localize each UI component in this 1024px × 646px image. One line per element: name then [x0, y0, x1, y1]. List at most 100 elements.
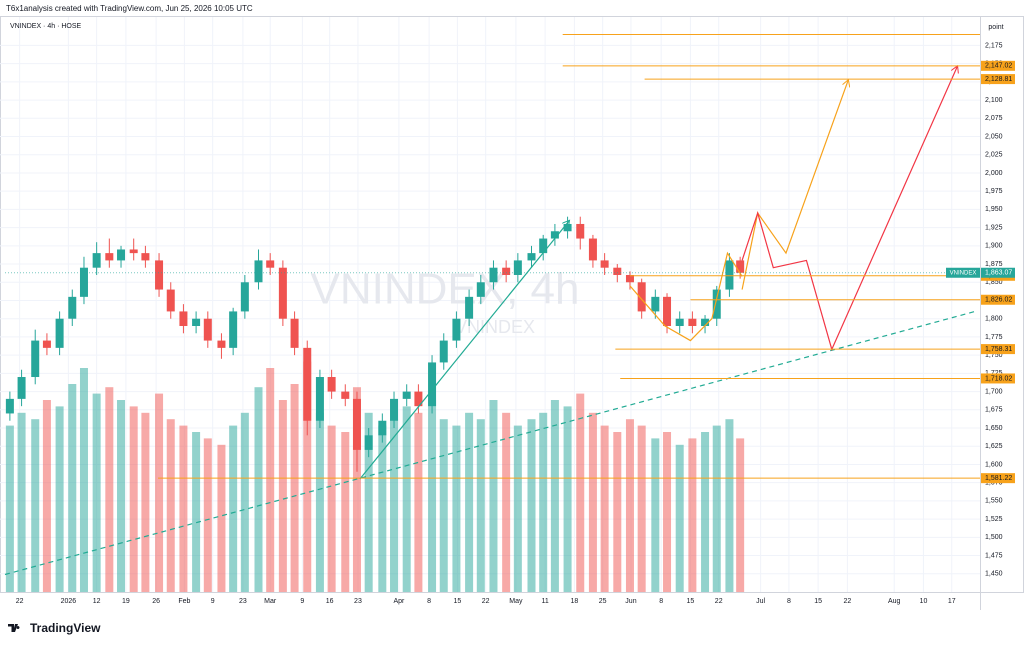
candle-body	[315, 377, 324, 421]
x-tick-label: 17	[948, 598, 956, 605]
volume-bar	[414, 412, 423, 592]
trend-drawing	[741, 80, 848, 290]
volume-bar	[55, 406, 64, 592]
x-tick-label: Aug	[888, 598, 901, 605]
y-tick-label: 1,450	[985, 571, 1003, 578]
last-price-label: 1,863.07	[985, 270, 1012, 277]
volume-bar	[352, 387, 361, 592]
level-label-bg	[981, 373, 1015, 384]
volume-bar	[513, 425, 522, 592]
logo-icon	[8, 624, 20, 632]
y-tick-label: 1,875	[985, 261, 1003, 268]
x-tick-label: Jul	[756, 598, 765, 605]
volume-bar	[117, 400, 126, 592]
y-tick-label: 1,800	[985, 316, 1003, 323]
volume-bar	[240, 412, 249, 592]
candle-body	[117, 249, 126, 261]
level-label-bg	[981, 74, 1015, 85]
trend-drawing	[359, 220, 570, 480]
y-tick-label: 1,475	[985, 552, 1003, 559]
candle-body	[141, 253, 150, 261]
y-tick-label: 1,675	[985, 407, 1003, 414]
x-tick-label: 19	[122, 598, 130, 605]
candle-body	[513, 260, 522, 275]
candle-body	[414, 391, 423, 407]
candle-body	[390, 398, 399, 421]
x-tick-label: Jun	[625, 598, 636, 605]
y-tick-label: 1,700	[985, 388, 1003, 395]
level-label: 1,581.22	[985, 475, 1012, 482]
volume-bar	[725, 419, 734, 592]
x-tick-label: Mar	[264, 598, 277, 605]
candle-body	[203, 318, 212, 341]
volume-bar	[203, 438, 212, 592]
volume-bar	[229, 425, 238, 592]
candle-body	[192, 318, 201, 326]
watermark-sub: VNINDEX	[455, 317, 535, 337]
volume-bar	[290, 384, 299, 592]
axis-unit: point	[988, 24, 1003, 31]
x-tick-label: 8	[427, 598, 431, 605]
x-tick-label: 23	[354, 598, 362, 605]
candle-body	[166, 289, 175, 312]
volume-bar	[736, 438, 745, 592]
candle-body	[725, 260, 734, 290]
x-tick-label: 9	[211, 598, 215, 605]
volume-bar	[378, 425, 387, 592]
candle-body	[600, 260, 609, 268]
volume-bar	[390, 419, 399, 592]
y-tick-label: 1,650	[985, 425, 1003, 432]
candle-body	[675, 318, 684, 326]
volume-bar	[254, 387, 263, 592]
volume-bar	[637, 425, 646, 592]
level-label-bg	[981, 473, 1015, 484]
y-tick-label: 2,075	[985, 115, 1003, 122]
header: T6x1analysis created with TradingView.co…	[6, 4, 253, 13]
volume-bar	[625, 419, 634, 592]
y-tick-label: 1,775	[985, 334, 1003, 341]
candle-body	[452, 318, 461, 341]
last-price-tag-bg	[946, 267, 980, 278]
candle-body	[637, 282, 646, 312]
candle-body	[155, 260, 164, 290]
candle-body	[68, 296, 77, 319]
y-tick-label: 1,750	[985, 352, 1003, 359]
last-price-name: VNINDEX	[950, 270, 977, 276]
logo-text: TradingView	[30, 621, 101, 635]
candle-body	[254, 260, 263, 283]
volume-bar	[550, 400, 559, 592]
candle-body	[290, 318, 299, 348]
volume-bar	[79, 368, 88, 592]
y-tick-label: 1,925	[985, 224, 1003, 231]
x-tick-label: 23	[239, 598, 247, 605]
volume-bar	[465, 412, 474, 592]
candle-body	[588, 238, 597, 261]
volume-bar	[364, 412, 373, 592]
y-tick-label: 1,900	[985, 243, 1003, 250]
candle-body	[42, 340, 51, 348]
y-tick-label: 2,000	[985, 170, 1003, 177]
x-tick-label: 12	[93, 598, 101, 605]
x-tick-label: 18	[571, 598, 579, 605]
x-tick-label: 10	[920, 598, 928, 605]
volume-bar	[712, 425, 721, 592]
candle-body	[701, 318, 710, 326]
y-tick-label: 2,100	[985, 97, 1003, 104]
x-tick-label: 22	[482, 598, 490, 605]
y-tick-label: 1,525	[985, 516, 1003, 523]
volume-bar	[675, 444, 684, 592]
x-tick-label: 15	[454, 598, 462, 605]
candle-body	[129, 249, 138, 254]
volume-bar	[327, 425, 336, 592]
y-tick-label: 1,550	[985, 498, 1003, 505]
candle-body	[625, 274, 634, 283]
candle-body	[712, 289, 721, 319]
candle-body	[439, 340, 448, 363]
y-tick-label: 1,950	[985, 206, 1003, 213]
x-tick-label: 22	[844, 598, 852, 605]
candle-body	[352, 398, 361, 450]
level-label: 2,147.02	[985, 63, 1012, 70]
x-tick-label: 26	[152, 598, 160, 605]
candle-body	[663, 296, 672, 326]
